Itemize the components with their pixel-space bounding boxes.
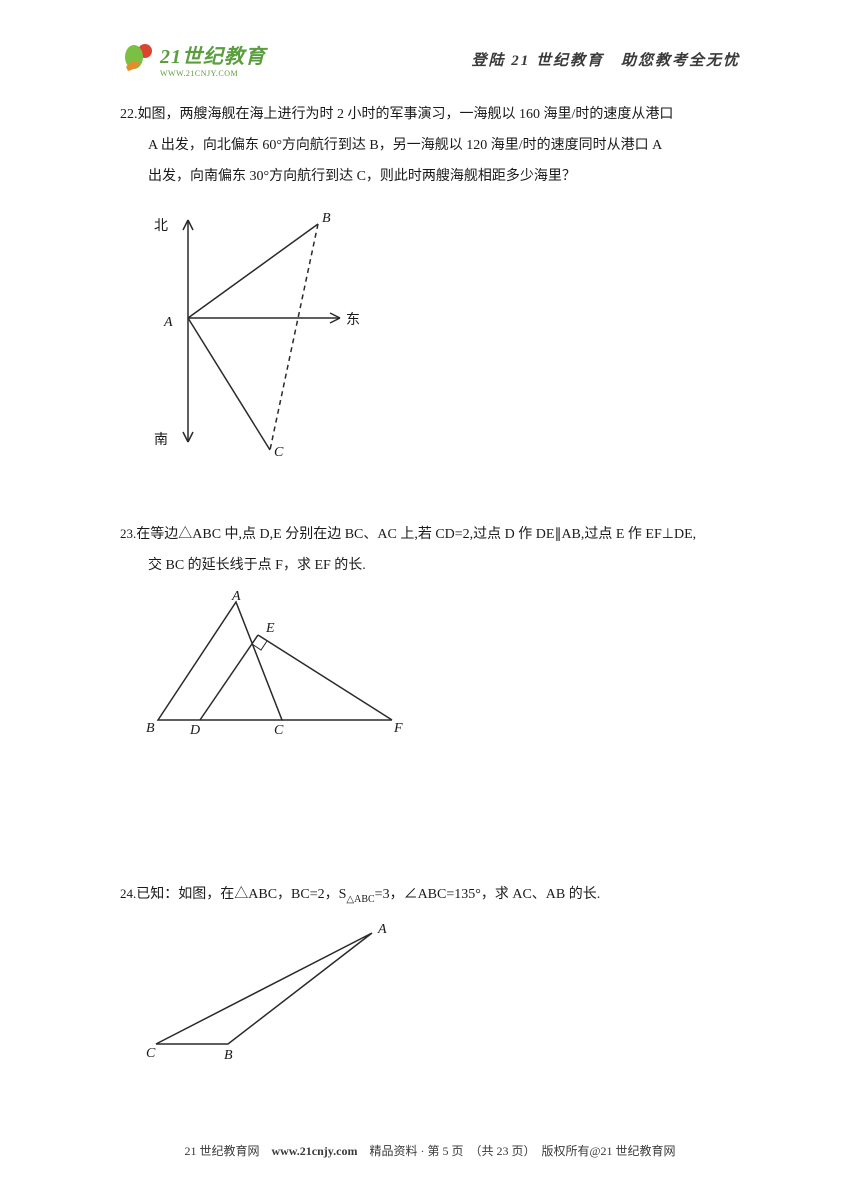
logo-main-text: 21世纪教育 [160, 40, 266, 69]
q22-figure: 北 南 东 A B C [140, 200, 740, 460]
q23-label-E: E [265, 621, 275, 636]
q22-label-A: A [163, 315, 173, 330]
page-header: 21世纪教育 WWW.21CNJY.COM 登陆 21 世纪教育 助您教考全无忧 [0, 40, 860, 78]
question-23: 23.在等边△ABC 中,点 D,E 分别在边 BC、AC 上,若 CD=2,过… [120, 520, 740, 740]
q22-line3: 出发，向南偏东 30°方向航行到达 C，则此时两艘海舰相距多少海里？ [120, 162, 740, 193]
footer-link: www.21cnjy.com [271, 1144, 357, 1158]
page-footer: 21 世纪教育网 www.21cnjy.com 精品资料 · 第 5 页 （共 … [0, 1142, 860, 1159]
q23-label-C: C [274, 723, 284, 738]
q24-figure: A B C [140, 919, 740, 1059]
q22-label-B: B [322, 211, 331, 226]
q22-label-east: 东 [346, 312, 360, 328]
q22-line1: 如图，两艘海舰在海上进行为时 2 小时的军事演习，一海舰以 160 海里/时的速… [138, 107, 674, 122]
content-area: 22.如图，两艘海舰在海上进行为时 2 小时的军事演习，一海舰以 160 海里/… [120, 100, 740, 1099]
q23-label-D: D [189, 723, 200, 738]
q24-label-A: A [377, 922, 387, 937]
q23-number: 23. [120, 526, 136, 541]
q23-label-B: B [146, 721, 155, 736]
q23-line1: 在等边△ABC 中,点 D,E 分别在边 BC、AC 上,若 CD=2,过点 D… [136, 527, 696, 542]
q23-figure: A B C D E F [140, 590, 740, 740]
logo: 21世纪教育 WWW.21CNJY.COM [120, 40, 266, 78]
q22-text: 22.如图，两艘海舰在海上进行为时 2 小时的军事演习，一海舰以 160 海里/… [120, 100, 740, 192]
q24-label-C: C [146, 1046, 156, 1059]
q23-label-A: A [231, 590, 241, 604]
footer-mid: 精品资料 · 第 5 页 （共 23 页） 版权所有@21 世纪教育网 [357, 1144, 675, 1158]
q22-number: 22. [120, 107, 138, 122]
q22-label-C: C [274, 445, 284, 460]
q24-number: 24. [120, 886, 136, 901]
logo-text: 21世纪教育 WWW.21CNJY.COM [160, 40, 266, 78]
q22-line2: A 出发，向北偏东 60°方向航行到达 B，另一海舰以 120 海里/时的速度同… [120, 131, 740, 162]
q24-line1b: =3，∠ABC=135°，求 AC、AB 的长. [375, 887, 601, 902]
logo-sub-text: WWW.21CNJY.COM [160, 69, 266, 78]
header-slogan: 登陆 21 世纪教育 助您教考全无忧 [471, 49, 740, 70]
q23-label-F: F [393, 721, 403, 736]
q22-label-north: 北 [154, 218, 168, 234]
q24-subscript: △ABC [346, 894, 374, 905]
question-24: 24.已知：如图，在△ABC，BC=2，S△ABC=3，∠ABC=135°，求 … [120, 880, 740, 1059]
footer-prefix: 21 世纪教育网 [184, 1144, 271, 1158]
q24-label-B: B [224, 1048, 233, 1059]
q23-line2: 交 BC 的延长线于点 F，求 EF 的长. [120, 551, 740, 582]
q22-label-south: 南 [154, 432, 168, 448]
question-22: 22.如图，两艘海舰在海上进行为时 2 小时的军事演习，一海舰以 160 海里/… [120, 100, 740, 460]
q24-line1a: 已知：如图，在△ABC，BC=2，S [136, 887, 346, 902]
q24-text: 24.已知：如图，在△ABC，BC=2，S△ABC=3，∠ABC=135°，求 … [120, 880, 740, 911]
q23-text: 23.在等边△ABC 中,点 D,E 分别在边 BC、AC 上,若 CD=2,过… [120, 520, 740, 582]
logo-icon [120, 41, 156, 77]
